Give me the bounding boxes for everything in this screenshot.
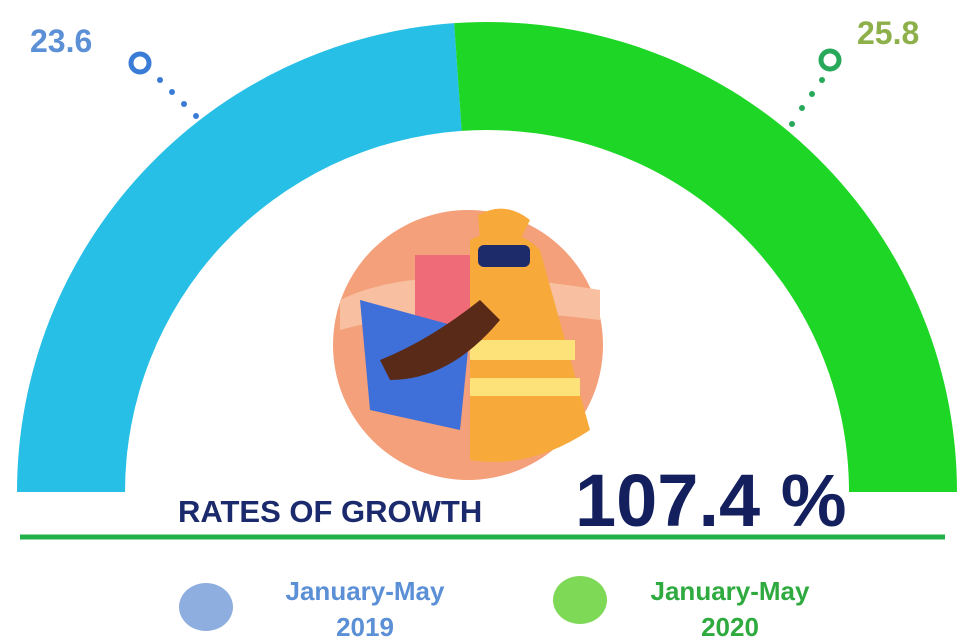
leader-dot [819, 77, 825, 83]
annotation-label: RATES OF GROWTH [178, 494, 482, 529]
leader-dot [157, 77, 163, 83]
leader-dot [799, 105, 805, 111]
arc-segment [454, 22, 957, 492]
value-label: 23.6 [30, 23, 92, 59]
leader-dot [789, 121, 795, 127]
leader-dot [809, 91, 815, 97]
arc-segment [17, 23, 462, 492]
leader-dot [181, 101, 187, 107]
value-label: 25.8 [857, 15, 919, 51]
leader-ring [818, 48, 842, 72]
legend-label: January-May 2020 [650, 576, 810, 642]
legend-swatch [179, 583, 233, 631]
legend-swatch [553, 576, 607, 624]
illustration [333, 208, 603, 480]
legend-label: January-May 2019 [285, 576, 445, 642]
leader-dot [193, 113, 199, 119]
leader-dot [169, 89, 175, 95]
annotation-value: 107.4 % [575, 459, 847, 542]
leader-ring [128, 51, 152, 75]
